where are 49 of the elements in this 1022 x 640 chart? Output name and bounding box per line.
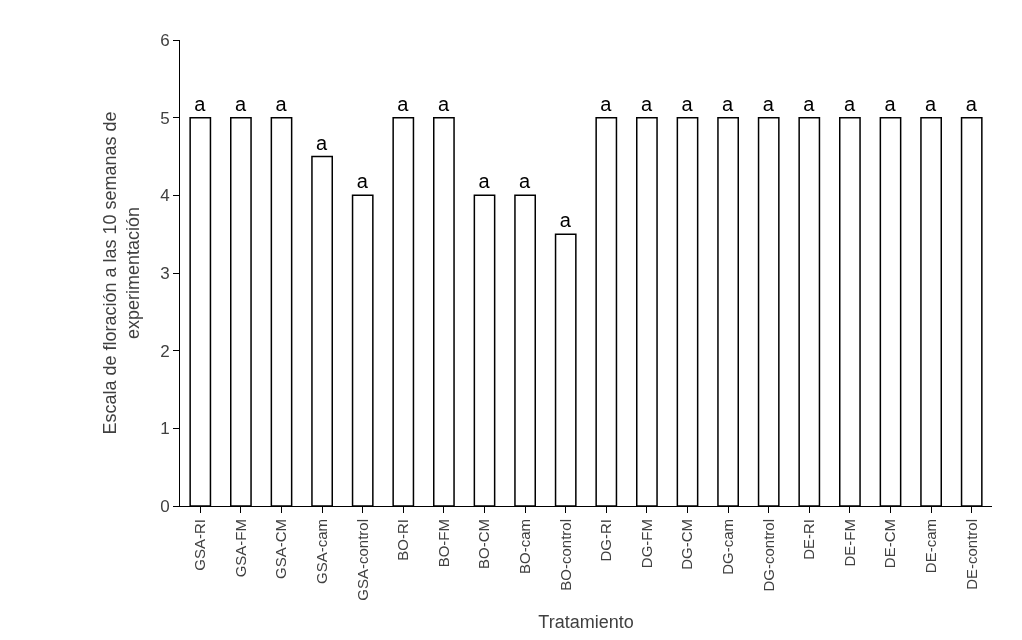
y-tick-label: 4 — [160, 186, 170, 206]
data-label: a — [600, 92, 613, 115]
data-label: a — [559, 209, 572, 232]
data-label: a — [234, 92, 247, 115]
data-label: a — [356, 170, 369, 193]
x-tick-label: BO-FM — [434, 519, 452, 568]
x-tick-label: DG-FM — [637, 519, 655, 569]
x-tick-label: GSA-FM — [231, 519, 249, 578]
x-tick-label: DG-CM — [678, 519, 696, 570]
x-tick-label: BO-CM — [475, 519, 493, 569]
data-label: a — [397, 92, 410, 115]
data-label: a — [803, 92, 816, 115]
x-tick-label: DE-CM — [881, 519, 899, 569]
data-label: a — [194, 92, 207, 115]
x-tick-label: GSA-RI — [191, 519, 209, 571]
y-axis-title: Escala de floración a las 10 semanas de experimentación — [99, 111, 144, 435]
y-tick-label: 0 — [160, 496, 170, 516]
data-label: a — [843, 92, 856, 115]
x-tick-label: BO-RI — [394, 519, 412, 561]
x-tick-label: DG-cam — [718, 519, 736, 575]
x-tick-label: DG-control — [759, 519, 777, 592]
data-label: a — [275, 92, 288, 115]
y-tick-label: 3 — [160, 263, 170, 283]
data-label: a — [478, 170, 491, 193]
y-tick-label: 1 — [160, 419, 170, 439]
data-label: a — [884, 92, 897, 115]
data-label: a — [722, 92, 735, 115]
data-label: a — [925, 92, 938, 115]
data-label: a — [681, 92, 694, 115]
y-tick-label: 2 — [160, 341, 170, 361]
data-label: a — [762, 92, 775, 115]
y-tick-label: 6 — [160, 30, 170, 50]
data-label: a — [640, 92, 653, 115]
y-tick-label: 5 — [160, 108, 170, 128]
x-tick-label: BO-cam — [515, 519, 533, 575]
x-tick-label: GSA-CM — [272, 519, 290, 579]
data-label: a — [316, 131, 329, 154]
x-tick-label: GSA-cam — [312, 519, 330, 585]
x-tick-label: DE-control — [962, 519, 980, 590]
x-axis-title: Tratamiento — [538, 611, 634, 632]
x-tick-label: DE-cam — [921, 519, 939, 574]
x-tick-label: DE-RI — [800, 519, 818, 560]
x-tick-label: BO-control — [556, 519, 574, 591]
x-tick-label: DE-FM — [840, 519, 858, 567]
data-label: a — [519, 170, 532, 193]
x-tick-label: GSA-control — [353, 519, 371, 601]
data-label: a — [437, 92, 450, 115]
data-label: a — [965, 92, 978, 115]
x-tick-label: DG-RI — [597, 519, 615, 562]
